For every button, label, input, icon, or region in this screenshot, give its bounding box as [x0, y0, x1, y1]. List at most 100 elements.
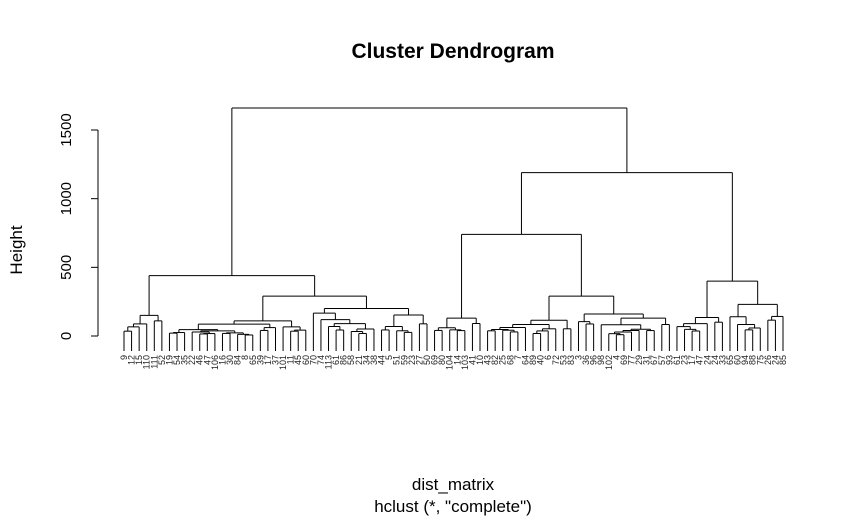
leaf-label: 10 [475, 355, 485, 365]
leaf-label: 11 [286, 355, 296, 364]
leaf-label: 40 [536, 355, 546, 365]
leaf-label: 37 [270, 355, 280, 365]
leaf-label: 67 [649, 355, 659, 365]
leaf-label: 72 [551, 355, 561, 365]
leaf-label: 64 [520, 355, 530, 365]
leaf-label: 6 [543, 355, 553, 360]
leaf-label: 65 [248, 355, 258, 365]
leaf-label: 98 [596, 355, 606, 365]
leaf-label: 77 [627, 355, 637, 365]
leaf-label: 17 [263, 355, 273, 365]
leaf-label: 7 [513, 355, 523, 360]
y-axis-label: Height [7, 225, 26, 274]
leaf-label: 5 [384, 355, 394, 360]
leaf-label: 61 [331, 355, 341, 365]
leaf-label: 47 [202, 355, 212, 365]
leaf-label: 21 [354, 355, 364, 365]
leaf-label: 103 [460, 355, 470, 370]
leaf-label: 24 [710, 355, 720, 365]
leaf-label: 110 [142, 355, 152, 369]
method-label: hclust (*, "complete") [374, 497, 532, 516]
leaf-label: 24 [702, 355, 712, 365]
leaf-label: 102 [604, 355, 614, 370]
leaf-label: 30 [225, 355, 235, 365]
y-tick-label: 500 [58, 255, 75, 280]
leaf-label: 61 [672, 355, 682, 365]
leaf-label: 86 [339, 355, 349, 365]
leaf-label: 12 [127, 355, 137, 365]
leaf-label: 14 [452, 355, 462, 365]
leaf-label: 41 [467, 355, 477, 365]
leaf-label: 34 [361, 355, 371, 365]
leaf-label: 27 [414, 355, 424, 365]
leaf-label: 46 [195, 355, 205, 365]
leaf-label: 23 [680, 355, 690, 365]
leaf-label: 101 [278, 355, 288, 370]
leaf-label: 22 [187, 355, 197, 365]
leaf-label: 39 [255, 355, 265, 365]
leaf-label: 3 [573, 355, 583, 360]
leaf-label: 75 [755, 355, 765, 365]
leaf-label: 96 [589, 355, 599, 365]
leaf-label: 26 [763, 355, 773, 365]
y-tick-label: 1500 [58, 113, 75, 146]
leaf-label: 36 [581, 355, 591, 365]
leaf-labels: 9121511011152195435224647106163084865391… [119, 355, 788, 370]
leaf-label: 4 [611, 355, 621, 360]
x-axis-label: dist_matrix [412, 475, 495, 494]
chart-title: Cluster Dendrogram [351, 40, 554, 63]
leaf-label: 45 [293, 355, 303, 365]
leaf-label: 53 [558, 355, 568, 365]
leaf-label: 60 [301, 355, 311, 365]
leaf-label: 25 [498, 355, 508, 365]
leaf-label: 113 [324, 355, 334, 369]
leaf-label: 16 [217, 355, 227, 365]
dendrogram-tree [123, 107, 784, 351]
y-tick-label: 1000 [58, 182, 75, 215]
leaf-label: 59 [399, 355, 409, 365]
leaf-label: 44 [377, 355, 387, 365]
leaf-label: 69 [430, 355, 440, 365]
leaf-label: 65 [725, 355, 735, 365]
leaf-label: 104 [445, 355, 455, 370]
leaf-label: 52 [157, 355, 167, 365]
leaf-label: 47 [695, 355, 705, 365]
leaf-label: 8 [240, 355, 250, 360]
leaf-label: 88 [748, 355, 758, 365]
leaf-label: 93 [664, 355, 674, 365]
leaf-label: 23 [407, 355, 417, 365]
leaf-label: 54 [172, 355, 182, 365]
leaf-label: 57 [657, 355, 667, 365]
leaf-label: 19 [164, 355, 174, 365]
leaf-label: 68 [505, 355, 515, 365]
leaf-label: 17 [687, 355, 697, 365]
leaf-label: 83 [566, 355, 576, 365]
leaf-label: 35 [180, 355, 190, 365]
leaf-label: 69 [619, 355, 629, 365]
leaf-label: 60 [733, 355, 743, 365]
leaf-label: 85 [778, 355, 788, 365]
y-tick-label: 0 [58, 332, 75, 340]
leaf-label: 58 [346, 355, 356, 365]
leaf-label: 38 [369, 355, 379, 365]
leaf-label: 33 [717, 355, 727, 365]
leaf-label: 24 [770, 355, 780, 365]
leaf-label: 74 [316, 355, 326, 365]
leaf-label: 106 [210, 355, 220, 370]
leaf-label: 70 [308, 355, 318, 365]
y-axis: 0 500 1000 1500 [58, 113, 99, 340]
leaf-label: 31 [642, 355, 652, 365]
leaf-label: 82 [490, 355, 500, 365]
leaf-label: 43 [483, 355, 493, 365]
leaf-label: 84 [233, 355, 243, 365]
leaf-label: 50 [422, 355, 432, 365]
leaf-label: 94 [740, 355, 750, 365]
leaf-label: 111 [149, 355, 159, 369]
leaf-label: 9 [119, 355, 129, 360]
leaf-label: 15 [134, 355, 144, 365]
leaf-label: 80 [437, 355, 447, 365]
leaf-label: 51 [392, 355, 402, 365]
leaf-label: 29 [634, 355, 644, 365]
leaf-label: 89 [528, 355, 538, 365]
